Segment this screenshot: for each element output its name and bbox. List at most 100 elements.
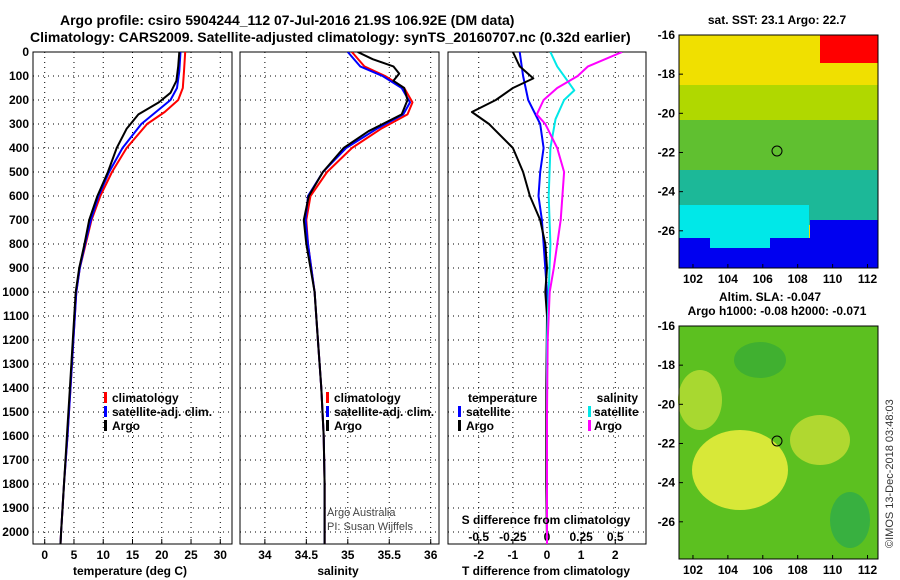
sla-map-title: Altim. SLA: -0.047	[719, 290, 821, 304]
map-y-tick-label: -22	[658, 145, 676, 159]
depth-tick-label: 1500	[2, 405, 29, 419]
sst-map	[678, 34, 879, 269]
sla-map-subtitle: Argo h1000: -0.08 h2000: -0.071	[688, 304, 867, 318]
salinity-panel	[239, 51, 440, 545]
temperature-grid	[33, 51, 232, 544]
x-tick-label: 34	[258, 548, 272, 562]
legend-satellite-adj: satellite-adj. clim.	[334, 405, 434, 419]
x-tick-label: 25	[184, 548, 198, 562]
x-tick-label: 36	[424, 548, 438, 562]
depth-tick-labels: 0 100 200 300 400 500 600 700 800 900 1000 1100 1200…	[2, 45, 29, 539]
x-tick-label: -2	[473, 548, 484, 562]
depth-tick-label: 2000	[2, 525, 29, 539]
argo-location-marker-sla	[771, 435, 783, 447]
x-tick-label: 35.5	[378, 548, 402, 562]
figure-title-line1: Argo profile: csiro 5904244_112 07-Jul-2…	[60, 12, 515, 28]
depth-tick-label: 300	[9, 117, 29, 131]
legend-swatch-climatology	[104, 392, 107, 403]
tdiff-axis-label: T difference from climatology	[462, 564, 630, 578]
x-tick-label: 1	[578, 548, 585, 562]
legend-swatch-s-satellite	[588, 406, 591, 417]
legend-swatch-argo	[326, 420, 329, 431]
map-y-tick-label: -22	[658, 436, 676, 450]
sla-map	[678, 325, 879, 560]
map-x-tick-label: 104	[718, 563, 738, 577]
legend-t-argo: Argo	[466, 419, 494, 433]
series-line-salinity-argo	[535, 52, 623, 544]
depth-tick-label: 1600	[2, 429, 29, 443]
salinity-axis-label: salinity	[317, 564, 359, 578]
x-tick-label: 20	[155, 548, 169, 562]
depth-tick-label: 0	[22, 45, 29, 59]
x-tick-label: 2	[612, 548, 619, 562]
sdiff-axis-label: S difference from climatology	[462, 513, 631, 527]
map-y-tick-label: -16	[658, 28, 676, 42]
map-x-tick-label: 110	[823, 563, 843, 577]
credit-line1: Argo Australia	[327, 507, 396, 519]
sst-map-ticks: 102 104 106 108 110 112 -16 -18 -20 -22 -24 -26	[658, 28, 878, 286]
depth-tick-label: 1400	[2, 381, 29, 395]
depth-tick-label: 1800	[2, 477, 29, 491]
difference-legend: temperature satellite Argo salinity sate…	[458, 391, 639, 433]
map-x-tick-label: 102	[683, 563, 703, 577]
legend-argo: Argo	[334, 419, 362, 433]
legend-s-satellite: satellite	[594, 405, 639, 419]
credit-line2: PI: Susan Wijffels	[327, 521, 413, 533]
legend-satellite-adj: satellite-adj. clim.	[112, 405, 212, 419]
difference-grid	[448, 51, 646, 544]
legend-swatch-t-satellite	[458, 406, 461, 417]
temperature-axis-label: temperature (deg C)	[73, 564, 187, 578]
legend-salinity-heading: salinity	[597, 391, 639, 405]
x-tick-label: 5	[71, 548, 78, 562]
map-y-tick-label: -20	[658, 397, 676, 411]
map-x-tick-label: 112	[858, 563, 878, 577]
map-x-tick-label: 108	[788, 563, 808, 577]
sdiff-tick-label: -0.25	[499, 530, 527, 544]
legend-swatch-satellite	[326, 406, 329, 417]
legend-argo: Argo	[112, 419, 140, 433]
depth-tick-label: 900	[9, 261, 29, 275]
sdiff-tick-label: 0.5	[607, 530, 624, 544]
salinity-legend: climatology satellite-adj. clim. Argo	[326, 391, 434, 433]
sdiff-tick-label: -0.5	[468, 530, 489, 544]
imos-timestamp: ©IMOS 13-Dec-2018 03:48:03	[884, 399, 896, 548]
depth-tick-label: 800	[9, 237, 29, 251]
legend-climatology: climatology	[334, 391, 401, 405]
map-x-tick-label: 106	[753, 563, 773, 577]
legend-swatch-argo	[104, 420, 107, 431]
legend-s-argo: Argo	[594, 419, 622, 433]
map-x-tick-label: 102	[683, 272, 703, 286]
legend-climatology: climatology	[112, 391, 179, 405]
difference-series	[470, 52, 623, 544]
sdiff-tick-label: 0.25	[569, 530, 593, 544]
argo-location-marker-sst	[771, 145, 783, 157]
legend-swatch-s-argo	[588, 420, 591, 431]
map-x-tick-label: 112	[858, 272, 878, 286]
map-x-tick-label: 104	[718, 272, 738, 286]
sst-map-title: sat. SST: 23.1 Argo: 22.7	[708, 13, 847, 27]
temperature-series	[59, 52, 187, 544]
depth-tick-label: 700	[9, 213, 29, 227]
depth-tick-label: 400	[9, 141, 29, 155]
x-tick-label: 34.5	[295, 548, 319, 562]
x-tick-label: 30	[214, 548, 228, 562]
salinity-series	[302, 52, 414, 544]
figure-title-line2: Climatology: CARS2009. Satellite-adjuste…	[30, 29, 631, 45]
depth-tick-label: 1100	[3, 309, 29, 323]
legend-temperature-heading: temperature	[468, 391, 538, 405]
series-line-argo	[302, 52, 409, 544]
difference-tick-labels: -2 -1 0 1 2	[473, 548, 619, 562]
series-line-argo	[59, 52, 181, 544]
legend-t-satellite: satellite	[466, 405, 511, 419]
x-tick-label: 35	[341, 548, 355, 562]
legend-swatch-climatology	[326, 392, 329, 403]
map-y-tick-label: -20	[658, 106, 676, 120]
map-x-tick-label: 110	[823, 272, 843, 286]
depth-tick-label: 1200	[2, 333, 29, 347]
x-tick-label: 10	[97, 548, 111, 562]
map-y-tick-label: -24	[658, 476, 676, 490]
x-tick-label: 0	[544, 548, 551, 562]
depth-tick-label: 500	[9, 165, 29, 179]
